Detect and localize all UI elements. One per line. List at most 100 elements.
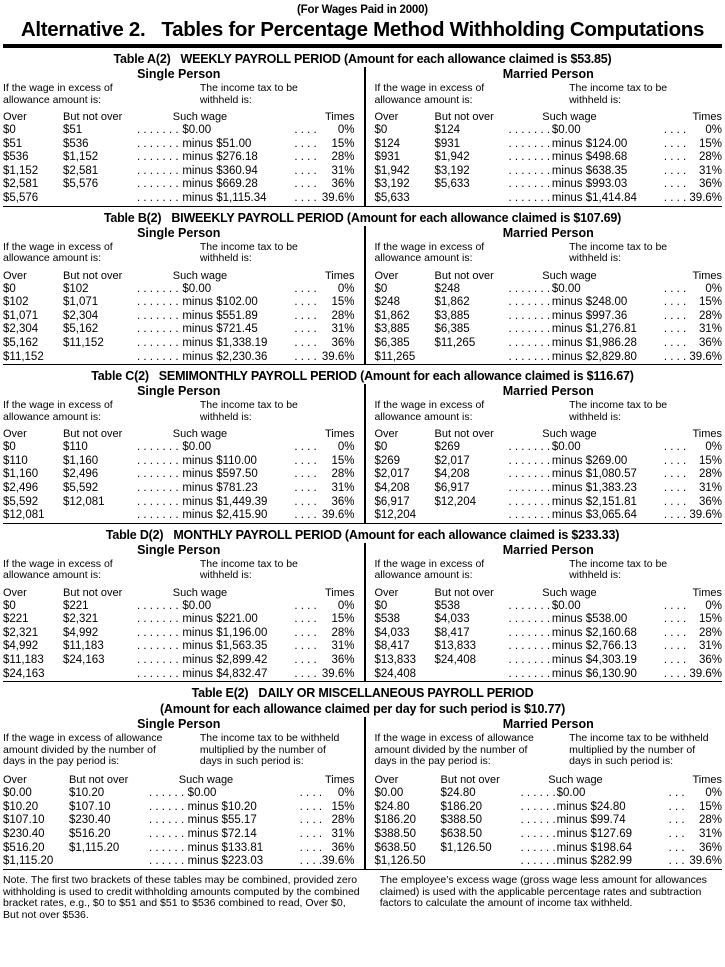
cell-but-not-over: $230.40 (69, 814, 111, 827)
table-row: $0 $102 . . . . . . . $0.00 . . . . 0% (3, 283, 355, 297)
leader-dots: . . . . . . . (508, 164, 551, 177)
pane-left: Single Person If the wage in excess of all… (3, 384, 363, 523)
subheading-tax: The income tax to be withheld is: (200, 82, 355, 108)
block-rule (3, 868, 722, 870)
colhead-such-wage: Such wage (178, 774, 234, 787)
cell-over: $11,183 (3, 654, 44, 667)
cell-over: $24,408 (374, 667, 417, 680)
subheading-line: If the wage in excess of (3, 82, 113, 94)
leader-dots: . . . . (294, 282, 317, 295)
cell-such-wage: minus $2,829.80 (551, 350, 637, 363)
subheading-tax: The income tax to be withheld is: (569, 241, 722, 267)
cell-but-not-over: $12,081 (63, 495, 105, 508)
colhead-over: Over (374, 586, 399, 599)
pane-subheadings: If the wage in excess of allowance amount… (374, 82, 723, 108)
subheading-line: allowance amount is: (3, 410, 102, 423)
colhead-times: Times (324, 269, 355, 282)
leader-dots: . . . . . . . (149, 828, 188, 841)
cell-times: 36% (698, 178, 723, 191)
cell-times: 28% (331, 151, 355, 164)
cell-over: $269 (374, 454, 401, 467)
colhead-such-wage: Such wage (172, 586, 228, 599)
leader-dots: . . . . . . . (508, 667, 551, 680)
table-row: $0 $538 . . . . . . . $0.00 . . . . 0% (375, 600, 723, 614)
leader-dots: . . . . . . . (508, 336, 551, 349)
cell-times: 36% (331, 841, 355, 854)
cell-times: 15% (331, 454, 355, 467)
colhead-but-not-over: But not over (63, 269, 123, 282)
table-row: $1,126.50 . . . . . . .minus $282.99 . . .… (375, 855, 723, 869)
cell-times: 0% (705, 124, 723, 136)
table-row: $388.50 $638.50 . . . . . . .minus $127.69… (375, 828, 723, 842)
cell-but-not-over: $388.50 (440, 814, 483, 827)
cell-but-not-over: $1,942 (434, 151, 470, 164)
cell-times: 28% (698, 814, 722, 827)
leader-dots: . . . . (294, 336, 317, 349)
table-row: $2,304 $5,162 . . . . . . . minus $721.45 . … (3, 323, 355, 337)
subheading-line: allowance amount is: (374, 569, 473, 582)
leader-dots: . . . . . . . (137, 441, 179, 454)
colhead-spacer (654, 428, 688, 441)
colhead-but-not-over: But not over (63, 428, 123, 441)
cell-over: $0 (3, 441, 16, 454)
cell-times: 28% (698, 151, 723, 164)
cell-times: 15% (698, 137, 723, 150)
table-row: $0 $51 . . . . . . . $0.00 . . . . 0% (3, 124, 355, 138)
cell-over: $6,917 (374, 495, 410, 508)
subheading-wage: If the wage in excess of allowance amount… (375, 400, 570, 425)
cell-but-not-over: $1,160 (63, 454, 99, 467)
cell-times: 31% (331, 323, 355, 336)
cell-but-not-over (435, 509, 509, 523)
cell-times: 15% (698, 613, 723, 626)
table-row: $1,942 $3,192 . . . . . . . minus $638.35 . … (375, 165, 723, 179)
cell-over: $0 (3, 282, 16, 295)
cell-but-not-over: $11,265 (434, 336, 476, 349)
column-headers: Over But not over Such wage Times (3, 108, 355, 124)
leader-dots: . . . . (299, 814, 321, 827)
subheading-line: If the wage in excess of (374, 240, 485, 253)
cell-but-not-over: $124 (434, 124, 461, 136)
table-row: $230.40 $516.20 . . . . . . . minus $72.14.… (3, 828, 355, 842)
subheading-line: The income tax to be (199, 240, 298, 253)
cell-such-wage: $0.00 (556, 787, 586, 800)
subheading-line: withheld is: (199, 569, 252, 582)
leader-dots: . . . . . . . (137, 164, 179, 177)
footnotes: Note. The first two brackets of these ta… (3, 870, 722, 922)
leader-dots: . . . . (294, 495, 317, 508)
table-row: $269 $2,017 . . . . . . . minus $269.00 . . … (375, 455, 723, 469)
cell-times: 36% (331, 495, 355, 508)
colhead-spacer (509, 587, 543, 600)
cell-over: $1,126.50 (374, 855, 426, 868)
cell-over: $5,592 (3, 495, 39, 508)
leader-dots: . . . . (663, 296, 687, 309)
colhead-spacer (285, 111, 321, 124)
cell-such-wage: minus $223.03 (187, 855, 264, 868)
leader-dots: . . . . . . . (520, 828, 557, 841)
cell-times: 39.6% (321, 509, 355, 522)
colhead-over: Over (3, 586, 27, 599)
cell-but-not-over (63, 351, 137, 365)
column-headers: Over But not over Such wage Times (375, 108, 723, 124)
title-rule (3, 44, 722, 48)
pane-subheadings: If the wage in excess of allowance amount… (3, 558, 355, 584)
cell-times: 39.6% (689, 855, 722, 868)
leader-dots: . . . . . . . (149, 841, 188, 854)
cell-such-wage: minus $1,414.84 (551, 191, 637, 204)
cell-over: $0 (374, 282, 388, 295)
cell-but-not-over: $6,385 (434, 323, 470, 336)
subheading-line: If the wage in excess of (374, 82, 485, 94)
bracket-rows: $0 $221. . . . . . . $0.00. . . . 0% $221 $2,… (3, 600, 355, 682)
leader-dots: . . . . . . . (520, 841, 557, 854)
table-row: $1,862 $3,885 . . . . . . . minus $997.36 . … (375, 310, 723, 324)
cell-over: $638.50 (374, 841, 417, 854)
cell-times: 0% (337, 787, 355, 800)
leader-dots: . . . . . . . (508, 509, 551, 522)
cell-times: 15% (331, 613, 355, 626)
table-id: Table A(2) (113, 52, 171, 66)
colhead-times: Times (324, 111, 355, 123)
cell-times: 39.6% (689, 350, 723, 363)
table-row: $0 $221 . . . . . . . $0.00 . . . . 0% (3, 600, 355, 614)
cell-but-not-over: $2,017 (434, 454, 470, 467)
cell-such-wage: minus $133.81 (187, 841, 264, 854)
colhead-over: Over (374, 269, 399, 282)
